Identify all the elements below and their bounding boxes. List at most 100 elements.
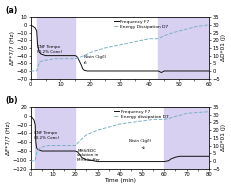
Frequency F7 (36, 43, 39, 45)
Frequency F7 (69, 150, 72, 152)
Line: Energy dissipation D7: Energy dissipation D7 (30, 112, 208, 161)
Frequency F7 (68, 54, 70, 57)
Energy Dissipation D7 (29, 70, 32, 72)
Energy Dissipation D7 (156, 38, 159, 40)
Frequency F7 (162, 160, 165, 163)
Frequency F7 (85, 159, 87, 161)
Line: Frequency F7: Frequency F7 (30, 25, 208, 73)
Energy dissipation D7 (140, 120, 143, 122)
Text: (a): (a) (6, 6, 18, 15)
Energy dissipation D7 (195, 111, 198, 114)
Frequency F7 (103, 70, 106, 72)
Frequency F7 (29, 115, 32, 117)
Bar (164, 107, 208, 169)
Y-axis label: ΔF*7/7 (Hz): ΔF*7/7 (Hz) (10, 31, 15, 65)
Energy Dissipation D7 (35, 70, 38, 72)
Energy dissipation D7 (118, 123, 121, 125)
Frequency F7 (30, 116, 33, 118)
Frequency F7 (75, 55, 78, 57)
Frequency F7 (38, 149, 41, 151)
Frequency F7 (73, 54, 76, 57)
Frequency F7 (36, 148, 39, 150)
Energy Dissipation D7 (183, 28, 186, 31)
Energy dissipation D7 (158, 118, 161, 121)
Energy dissipation D7 (51, 144, 54, 147)
Frequency F7 (34, 27, 36, 29)
Energy Dissipation D7 (59, 58, 61, 60)
Bar (158, 17, 208, 79)
Energy Dissipation D7 (133, 41, 135, 43)
Energy Dissipation D7 (171, 31, 174, 34)
Energy dissipation D7 (96, 129, 98, 131)
Frequency F7 (59, 54, 61, 57)
Energy dissipation D7 (73, 144, 76, 147)
Frequency F7 (62, 150, 65, 152)
Frequency F7 (31, 117, 34, 119)
Frequency F7 (159, 71, 162, 74)
Frequency F7 (184, 155, 187, 157)
Frequency F7 (76, 151, 79, 153)
Energy dissipation D7 (207, 111, 209, 113)
Legend: Frequency F7, Energy dissipation D7: Frequency F7, Energy dissipation D7 (113, 109, 168, 119)
Energy Dissipation D7 (162, 35, 165, 37)
Frequency F7 (177, 70, 180, 72)
Frequency F7 (53, 54, 56, 57)
Frequency F7 (35, 30, 38, 32)
Text: Nisin (1g/l): Nisin (1g/l) (84, 55, 106, 63)
Frequency F7 (40, 150, 43, 152)
Frequency F7 (73, 150, 76, 152)
Frequency F7 (178, 155, 180, 157)
Frequency F7 (80, 156, 83, 159)
Frequency F7 (30, 25, 33, 27)
Energy Dissipation D7 (44, 59, 47, 61)
Frequency F7 (85, 70, 88, 72)
Energy dissipation D7 (184, 112, 187, 114)
Bar (35, 107, 75, 169)
Frequency F7 (82, 69, 85, 71)
Frequency F7 (207, 70, 209, 72)
Energy dissipation D7 (36, 149, 39, 151)
Line: Energy Dissipation D7: Energy Dissipation D7 (30, 25, 208, 71)
Energy dissipation D7 (35, 154, 37, 156)
Text: (b): (b) (6, 96, 18, 105)
Energy dissipation D7 (34, 160, 36, 162)
Energy dissipation D7 (180, 114, 183, 116)
Frequency F7 (32, 25, 34, 28)
Line: Frequency F7: Frequency F7 (30, 116, 208, 162)
Frequency F7 (34, 124, 36, 126)
Energy Dissipation D7 (88, 51, 91, 54)
Frequency F7 (195, 155, 198, 157)
Energy dissipation D7 (78, 140, 81, 142)
Energy dissipation D7 (173, 115, 176, 118)
Frequency F7 (88, 70, 91, 72)
Y-axis label: ΔD*01 (J): ΔD*01 (J) (221, 34, 225, 61)
Frequency F7 (34, 141, 37, 143)
Frequency F7 (94, 70, 97, 72)
Frequency F7 (78, 153, 81, 156)
Energy Dissipation D7 (38, 61, 41, 63)
Energy Dissipation D7 (103, 47, 106, 49)
Frequency F7 (81, 67, 84, 70)
Frequency F7 (156, 70, 159, 72)
Energy Dissipation D7 (195, 25, 198, 28)
Frequency F7 (47, 150, 50, 152)
Bar (36, 17, 75, 79)
Frequency F7 (91, 160, 94, 162)
Frequency F7 (79, 64, 82, 66)
Frequency F7 (76, 58, 79, 60)
Frequency F7 (169, 158, 172, 160)
Frequency F7 (96, 160, 98, 163)
Frequency F7 (118, 160, 121, 163)
Energy dissipation D7 (129, 121, 132, 124)
Frequency F7 (129, 160, 132, 163)
Energy Dissipation D7 (36, 65, 39, 67)
Energy dissipation D7 (162, 118, 165, 121)
Text: Nisin (1g/l): Nisin (1g/l) (128, 139, 150, 149)
Frequency F7 (162, 70, 165, 72)
Frequency F7 (35, 146, 38, 149)
Energy Dissipation D7 (118, 44, 121, 46)
Frequency F7 (51, 150, 54, 152)
Energy dissipation D7 (85, 134, 87, 136)
Energy Dissipation D7 (73, 58, 76, 60)
Energy Dissipation D7 (82, 54, 85, 57)
